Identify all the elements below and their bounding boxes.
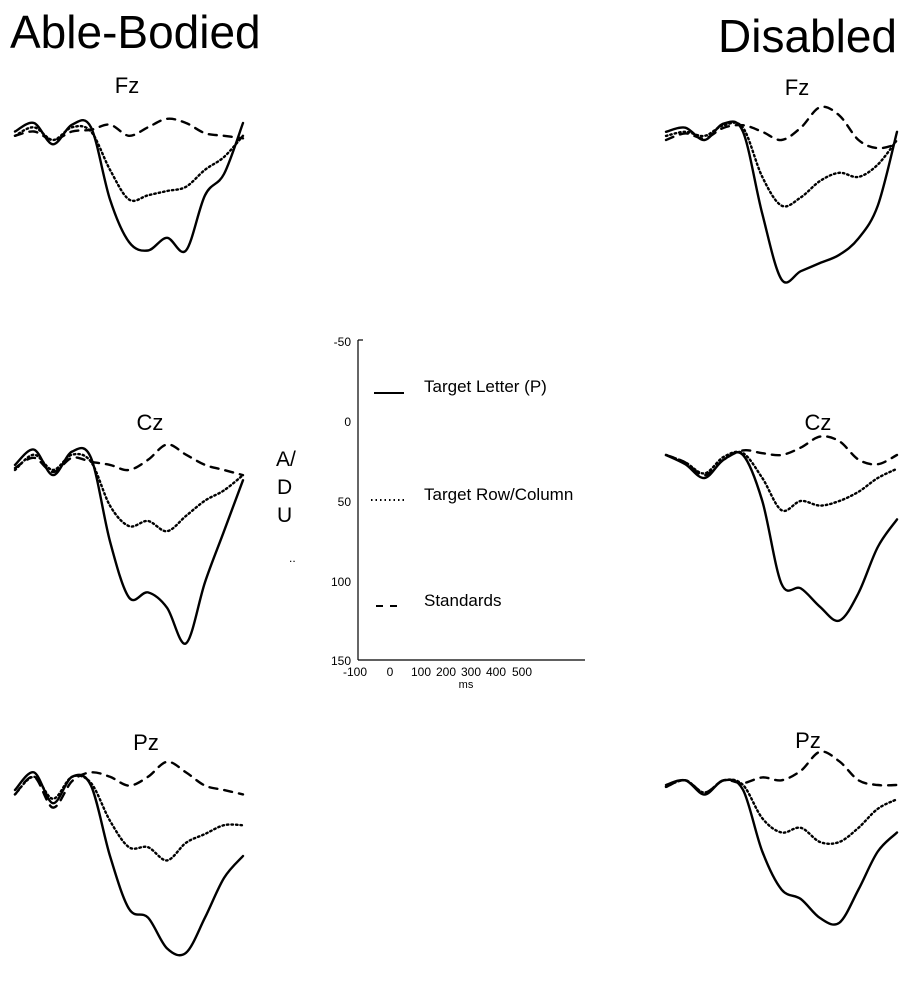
electrode-label-able-pz: Pz bbox=[133, 730, 159, 755]
series-dashed-cz bbox=[13, 443, 245, 477]
electrode-label-able-fz: Fz bbox=[115, 73, 139, 98]
series-dotted-pz bbox=[13, 774, 245, 862]
panel-disabled-fz bbox=[664, 105, 899, 284]
series-solid-fz bbox=[664, 120, 899, 284]
series-dashed-pz bbox=[664, 750, 899, 794]
group-title-disabled: Disabled bbox=[718, 10, 897, 62]
panel-disabled-pz bbox=[664, 750, 899, 926]
legend-label-standards: Standards bbox=[424, 591, 502, 610]
waveform-panels bbox=[13, 105, 899, 957]
electrode-label-disabled-pz: Pz bbox=[795, 728, 821, 753]
y-axis-label-line4: .. bbox=[289, 551, 296, 565]
series-solid-pz bbox=[13, 771, 245, 957]
x-tick-label-100: 100 bbox=[411, 665, 431, 679]
y-tick-label-100: 100 bbox=[331, 575, 351, 589]
electrode-label-disabled-fz: Fz bbox=[785, 75, 809, 100]
legend-label-target-letter: Target Letter (P) bbox=[424, 377, 547, 396]
electrode-label-able-cz: Cz bbox=[137, 410, 164, 435]
x-tick-label-300: 300 bbox=[461, 665, 481, 679]
x-tick-label-500: 500 bbox=[512, 665, 532, 679]
series-solid-fz bbox=[13, 119, 245, 254]
x-tick-label-400: 400 bbox=[486, 665, 506, 679]
panel-disabled-cz bbox=[664, 435, 899, 623]
y-axis-label-line1: A/ bbox=[276, 448, 296, 471]
panel-able-bodied-fz bbox=[13, 117, 245, 254]
y-tick-label-0: 0 bbox=[344, 415, 351, 429]
panel-able-bodied-pz bbox=[13, 760, 245, 957]
series-dashed-pz bbox=[13, 760, 245, 809]
y-axis-label-line3: U bbox=[277, 504, 292, 527]
series-dotted-fz bbox=[664, 121, 899, 208]
y-tick-label-150: 150 bbox=[331, 654, 351, 668]
x-axis-label: ms bbox=[459, 679, 474, 691]
x-tick-label-0: 0 bbox=[387, 665, 394, 679]
electrode-label-disabled-cz: Cz bbox=[805, 410, 832, 435]
series-solid-pz bbox=[664, 778, 899, 926]
group-title-able-bodied: Able-Bodied bbox=[10, 6, 261, 58]
series-dotted-fz bbox=[13, 124, 245, 203]
series-dashed-fz bbox=[13, 117, 245, 142]
legend-label-target-row-column: Target Row/Column bbox=[424, 485, 573, 504]
y-axis-label-line2: D bbox=[277, 476, 292, 499]
y-tick-label-50: 50 bbox=[338, 495, 352, 509]
scale-legend: -50 0 50 100 150 -100 0 100 200 300 400 … bbox=[276, 335, 585, 691]
y-tick-label-minus50: -50 bbox=[334, 335, 352, 349]
series-solid-cz bbox=[664, 451, 899, 623]
series-dotted-cz bbox=[13, 452, 245, 533]
series-dashed-cz bbox=[664, 435, 899, 477]
panel-able-bodied-cz bbox=[13, 443, 245, 645]
series-solid-cz bbox=[13, 446, 245, 645]
series-dotted-cz bbox=[664, 450, 899, 513]
series-dotted-pz bbox=[664, 778, 899, 845]
x-tick-label-minus100: -100 bbox=[343, 665, 367, 679]
series-dashed-fz bbox=[664, 105, 899, 150]
x-tick-label-200: 200 bbox=[436, 665, 456, 679]
